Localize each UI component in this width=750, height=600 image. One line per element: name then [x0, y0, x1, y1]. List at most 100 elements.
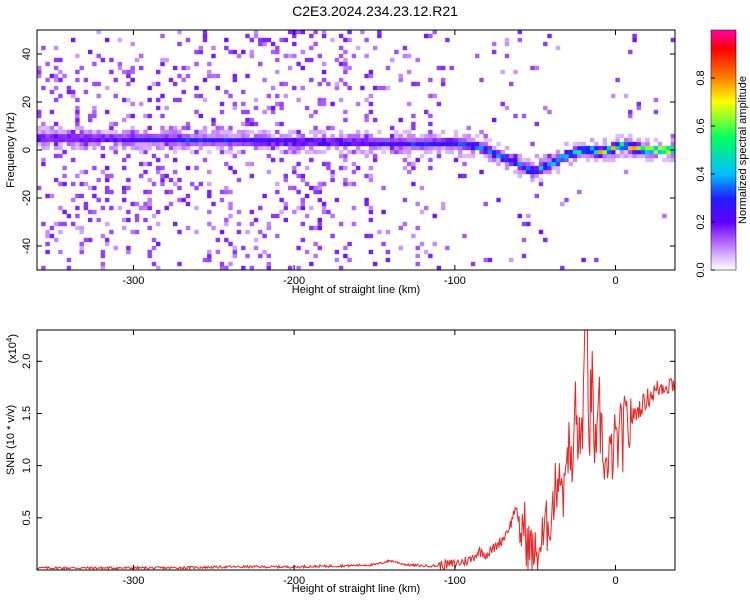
spectrogram-cell [168, 141, 174, 147]
spectrogram-cell [475, 133, 480, 139]
spectrogram-cell [88, 117, 93, 123]
spectrogram-cell [411, 181, 416, 187]
spectrogram-cell [275, 141, 280, 147]
spectrogram-cell [207, 181, 212, 187]
spectrogram-cell [560, 265, 565, 270]
spectrogram-cell [304, 57, 310, 63]
spectrogram-cell [75, 97, 80, 103]
spectrogram-cell [317, 197, 322, 203]
spectrogram-cell [407, 69, 412, 75]
spectrogram-cell [156, 97, 161, 103]
spectrogram-cell [309, 137, 314, 143]
spectrogram-cell [619, 141, 624, 147]
spectrogram-cell [338, 45, 344, 51]
spectrogram-cell [75, 213, 80, 219]
spectrogram-cell [368, 165, 374, 171]
spectrogram-cell [100, 153, 106, 159]
spectrogram-cell [143, 205, 148, 211]
spectrogram-cell [130, 125, 135, 131]
spectrogram-cell [407, 137, 412, 143]
spectrogram-cell [207, 257, 212, 263]
spectrogram-cell [445, 141, 450, 147]
spectrogram-cell [147, 205, 152, 211]
spectrogram-cell [139, 145, 144, 151]
spectrogram-cell [53, 45, 59, 51]
spectrogram-cell [249, 265, 254, 270]
spectrogram-cell [436, 133, 442, 139]
spectrogram-cell [173, 157, 178, 163]
spectrogram-cell [317, 53, 322, 59]
spectrogram-cell [160, 113, 165, 119]
spectrogram-cell [428, 145, 433, 151]
spectrogram-cell [304, 137, 310, 143]
spectrogram-cell [364, 153, 369, 159]
spectrogram-cell [105, 37, 110, 43]
spectrogram-cell [619, 153, 624, 159]
spectrogram-cell [49, 137, 55, 143]
spectrogram-cell [198, 133, 203, 139]
spectrogram-cell [270, 137, 276, 143]
spectrogram-cell [79, 241, 84, 247]
spectrogram-cell [347, 257, 352, 263]
spectrogram-cell [330, 133, 335, 139]
spectrogram-cell [309, 205, 314, 211]
spectrogram-cell [530, 177, 535, 183]
spectrogram-cell [109, 57, 114, 63]
spectrogram-cell [100, 57, 106, 63]
spectrogram-cell [407, 169, 412, 175]
spectrogram-cell [66, 213, 72, 219]
spectrogram-cell [615, 145, 620, 151]
spectrogram-cell [202, 133, 208, 139]
spectrogram-cell [117, 141, 123, 147]
spectrogram-cell [424, 149, 429, 155]
spectrogram-cell [492, 149, 497, 155]
spectrogram-cell [304, 141, 310, 147]
spectrogram-cell [143, 189, 148, 195]
spectrogram-cell [411, 113, 416, 119]
spectrogram-cell [71, 197, 76, 203]
spectrogram-cell [100, 261, 106, 267]
spectrogram-cell [355, 141, 361, 147]
spectrogram-cell [75, 193, 80, 199]
spectrogram-cell [313, 253, 318, 259]
spectrogram-cell [122, 157, 127, 163]
spectrogram-cell [330, 37, 335, 43]
spectrogram-cell [173, 129, 178, 135]
spectrogram-cell [360, 85, 365, 91]
spectrogram-cell [653, 137, 659, 143]
spectrogram-cell [139, 137, 144, 143]
spectrogram-cell [109, 121, 114, 127]
spectrogram-cell [53, 177, 59, 183]
spectrogram-cell [253, 33, 259, 39]
spectrogram-cell [122, 185, 127, 191]
spectrogram-cell [292, 209, 297, 215]
spectrogram-cell [640, 149, 646, 155]
spectrogram-cell [645, 157, 650, 163]
spectrogram-cell [134, 133, 140, 139]
spectrogram-cell [92, 137, 97, 143]
spectrogram-cell [58, 129, 63, 135]
spectrogram-cell [185, 73, 191, 79]
spectrogram-cell [657, 145, 663, 151]
spectrogram-cell [168, 125, 174, 131]
y-tick-label: -40 [21, 238, 33, 254]
spectrogram-cell [313, 141, 318, 147]
spectrogram-cell [428, 149, 433, 155]
spectrogram-cell [241, 245, 246, 251]
spectrogram-cell [487, 137, 493, 143]
spectrogram-cell [253, 141, 259, 147]
spectrogram-cell [117, 205, 123, 211]
spectrogram-cell [143, 113, 148, 119]
spectrogram-cell [313, 241, 318, 247]
spectrogram-cell [398, 77, 403, 83]
spectrogram-cell [173, 133, 178, 139]
spectrogram-cell [441, 81, 446, 87]
spectrogram-cell [623, 169, 629, 175]
spectrogram-cell [283, 141, 288, 147]
spectrogram-cell [202, 33, 208, 39]
spectrogram-cell [245, 121, 250, 127]
spectrogram-cell [347, 137, 352, 143]
spectrogram-cell [156, 81, 161, 87]
spectrogram-cell [96, 133, 101, 139]
spectrogram-cell [266, 141, 271, 147]
